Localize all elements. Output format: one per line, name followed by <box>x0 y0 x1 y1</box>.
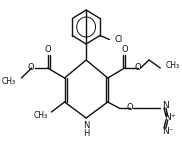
Text: O: O <box>27 63 34 73</box>
Text: O: O <box>121 46 128 54</box>
Text: O: O <box>134 63 141 73</box>
Text: N: N <box>162 101 169 111</box>
Text: N: N <box>83 122 89 130</box>
Text: N⁻: N⁻ <box>162 127 174 135</box>
Text: O: O <box>127 103 134 111</box>
Text: CH₃: CH₃ <box>33 111 48 119</box>
Text: N⁺: N⁺ <box>164 114 175 122</box>
Text: O: O <box>44 46 51 54</box>
Text: CH₃: CH₃ <box>2 76 16 86</box>
Text: CH₃: CH₃ <box>166 62 180 70</box>
Text: Cl: Cl <box>115 35 123 44</box>
Text: H: H <box>83 128 89 138</box>
